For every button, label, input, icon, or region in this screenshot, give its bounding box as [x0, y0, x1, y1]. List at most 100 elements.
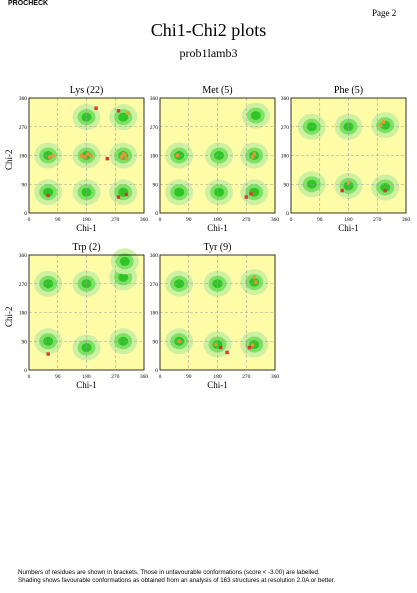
residue-point	[252, 152, 256, 156]
residue-point	[105, 156, 109, 161]
x-tick-label: 360	[271, 217, 280, 223]
x-tick-label: 180	[344, 217, 353, 223]
y-tick-label: 360	[150, 96, 159, 102]
y-tick-label: 90	[153, 182, 159, 188]
favourable-region	[241, 102, 270, 129]
x-tick-label: 360	[140, 374, 149, 380]
page-number: Page 2	[372, 8, 397, 18]
page-title: Chi1-Chi2 plots	[150, 20, 267, 40]
x-tick-label: 180	[213, 374, 222, 380]
footnote-line-2: Shading shows favourable conformations a…	[18, 576, 336, 584]
y-tick-label: 360	[281, 96, 290, 102]
x-tick-label: 90	[55, 374, 61, 380]
tyr-x-axis-label: Chi-1	[207, 380, 228, 390]
plot-frame	[28, 254, 145, 371]
tyr-chi-plot: 0 90 180 270 360 0 90 180 270 360	[150, 253, 280, 380]
y-tick-label: 180	[19, 154, 28, 160]
y-tick-label: 360	[150, 253, 159, 259]
residue-point	[46, 193, 50, 198]
met-plot-title: Met (5)	[202, 85, 233, 96]
residue-point	[346, 180, 351, 185]
residue-point	[83, 155, 87, 159]
y-tick-label: 360	[19, 253, 28, 259]
trp-x-axis-label: Chi-1	[76, 380, 97, 390]
favourable-region	[109, 104, 138, 131]
favourable-region	[34, 270, 63, 297]
y-tick-label: 90	[22, 339, 28, 345]
x-tick-label: 0	[159, 217, 162, 223]
residue-point	[340, 188, 344, 193]
y-tick-label: 270	[19, 282, 28, 288]
residue-point	[177, 339, 181, 343]
residue-point	[48, 155, 52, 159]
residue-point	[250, 343, 255, 347]
x-tick-label: 0	[28, 217, 31, 223]
residue-point	[116, 109, 121, 113]
y-tick-label: 0	[155, 368, 158, 374]
y-tick-label: 180	[150, 154, 159, 160]
lys-x-axis-label: Chi-1	[76, 223, 97, 233]
y-tick-label: 90	[22, 182, 28, 188]
y-tick-label: 0	[286, 211, 289, 217]
x-tick-label: 360	[140, 217, 149, 223]
residue-point	[121, 152, 125, 156]
x-tick-label: 180	[82, 374, 91, 380]
residue-point	[124, 192, 129, 197]
residue-point	[244, 195, 248, 199]
footnote: Numbers of residues are shown in bracket…	[18, 569, 413, 584]
residue-point	[247, 345, 252, 350]
tyr-plot-title: Tyr (9)	[203, 242, 232, 253]
favourable-region	[371, 112, 400, 139]
favourable-region	[205, 142, 234, 169]
x-tick-label: 270	[111, 217, 120, 223]
x-tick-label: 0	[28, 374, 31, 380]
residue-point	[225, 350, 229, 355]
lys-chi-plot: 0 90 180 270 360 0 90 180 270 360	[19, 96, 149, 223]
residue-point	[250, 155, 255, 159]
residue-point	[383, 188, 387, 193]
favourable-region	[34, 179, 63, 206]
residue-point	[218, 345, 223, 350]
met-x-axis-label: Chi-1	[207, 223, 228, 233]
x-tick-label: 360	[271, 374, 280, 380]
favourable-region	[34, 328, 63, 355]
residue-point	[116, 195, 121, 199]
residue-point	[252, 275, 256, 280]
plot-frame	[159, 254, 276, 371]
x-tick-label: 270	[242, 217, 251, 223]
residue-point	[51, 153, 55, 158]
plot-frame	[28, 97, 145, 214]
y-tick-label: 360	[19, 96, 28, 102]
met-chi-plot: 0 90 180 270 360 0 90 180 270 360	[150, 96, 280, 223]
program-name: PROCHECK	[8, 0, 49, 7]
phe-plot-title: Phe (5)	[333, 85, 364, 96]
y-tick-label: 270	[281, 125, 290, 131]
y-tick-label: 90	[284, 182, 290, 188]
residue-point	[80, 153, 84, 158]
favourable-region	[165, 270, 194, 297]
residue-point	[254, 280, 258, 284]
trp-chi-plot: 0 90 180 270 360 0 90 180 270 360	[19, 248, 149, 380]
residue-point	[46, 352, 50, 356]
favourable-region	[72, 179, 101, 206]
x-tick-label: 90	[55, 217, 61, 223]
x-tick-label: 90	[186, 217, 192, 223]
residue-point	[175, 153, 180, 158]
x-tick-label: 360	[402, 217, 411, 223]
favourable-region	[165, 179, 194, 206]
favourable-region	[72, 104, 101, 131]
trp-plot-title: Trp (2)	[72, 242, 101, 253]
residue-point	[119, 155, 124, 159]
y-tick-label: 90	[153, 339, 159, 345]
phe-x-axis-label: Chi-1	[338, 223, 359, 233]
y-tick-label: 0	[24, 368, 27, 374]
residue-point	[126, 111, 130, 116]
residue-point	[378, 123, 383, 127]
residue-point	[89, 154, 93, 158]
lys-plot-title: Lys (22)	[69, 85, 104, 96]
plot-frame	[159, 97, 276, 214]
x-tick-label: 270	[242, 374, 251, 380]
residue-point	[124, 156, 129, 161]
favourable-region	[109, 179, 138, 206]
residue-point	[214, 342, 218, 347]
